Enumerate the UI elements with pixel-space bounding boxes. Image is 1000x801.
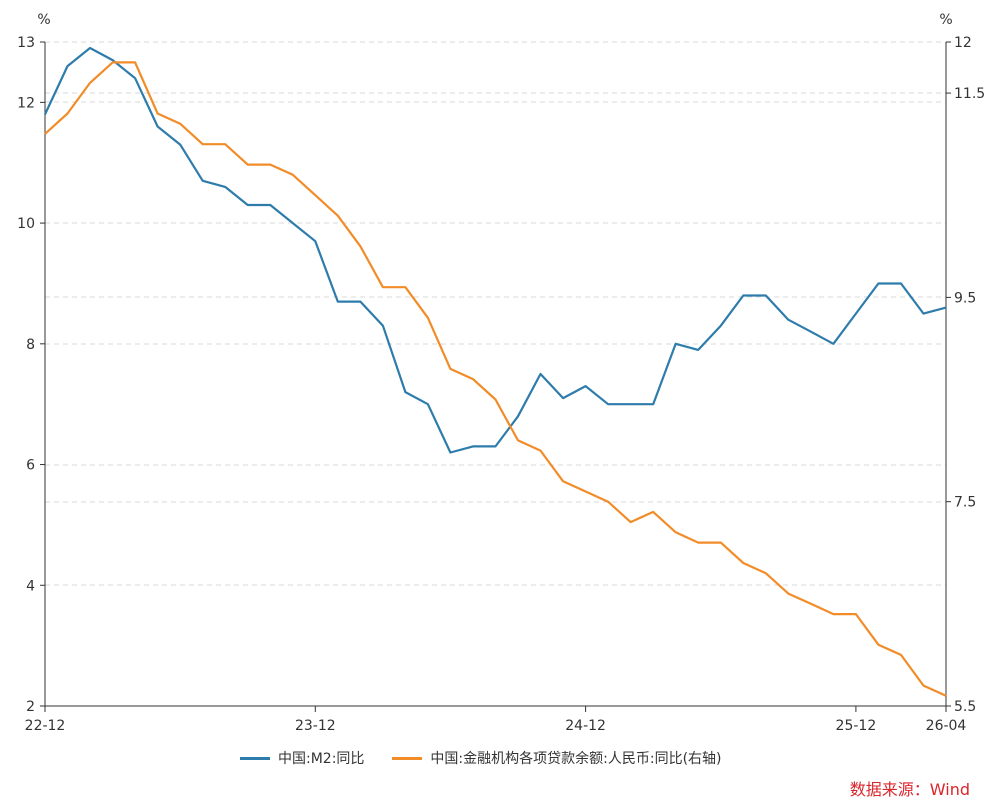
right-tick-label: 7.5 (954, 495, 976, 511)
left-tick-label: 2 (26, 699, 35, 715)
legend-label-loans: 中国:金融机构各项贷款余额:人民币:同比(右轴) (430, 751, 722, 767)
legend-swatch-m2 (240, 756, 270, 760)
source-note: 数据来源：Wind (849, 780, 970, 799)
x-tick-label: 22-12 (25, 718, 66, 734)
legend-item-loans: 中国:金融机构各项贷款余额:人民币:同比(右轴) (392, 748, 722, 768)
left-tick-label: 6 (26, 458, 35, 474)
right-tick-label: 5.5 (954, 699, 976, 715)
left-tick-label: 12 (17, 95, 35, 111)
legend-swatch-loans (392, 756, 423, 760)
left-tick-label: 4 (26, 578, 35, 594)
right-tick-label: 11.5 (954, 86, 985, 102)
x-tick-label: 24-12 (565, 718, 606, 734)
right-tick-label: 12 (954, 35, 972, 51)
x-tick-label: 25-12 (836, 718, 877, 734)
axis-labels: 2 4 6 8 10 12 13 5.5 7.5 9.5 11.5 12% % 22-12 23-12 24-… (17, 12, 985, 734)
x-tick-label: 23-12 (295, 718, 336, 734)
left-unit-label: % (37, 12, 50, 28)
line-chart: 2 4 6 8 10 12 13 5.5 7.5 9.5 11.5 12% % 22-12 23-12 24-… (17, 12, 985, 734)
series-line-m2 (44, 46, 947, 454)
legend-item-m2: 中国:M2:同比 (240, 748, 364, 768)
right-tick-label: 9.5 (954, 290, 976, 306)
grid-lines (45, 41, 946, 586)
left-tick-label: 13 (17, 35, 35, 51)
right-unit-label: % (939, 12, 952, 28)
axes (40, 41, 951, 712)
legend: 中国:M2:同比 中国:金融机构各项贷款余额:人民币:同比(右轴) (240, 748, 722, 768)
series-line-loans (44, 61, 947, 697)
series-lines (44, 46, 947, 697)
x-tick-label: 26-04 (926, 718, 967, 734)
legend-label-m2: 中国:M2:同比 (278, 751, 365, 767)
left-tick-label: 8 (26, 337, 35, 353)
left-tick-label: 10 (17, 216, 35, 232)
